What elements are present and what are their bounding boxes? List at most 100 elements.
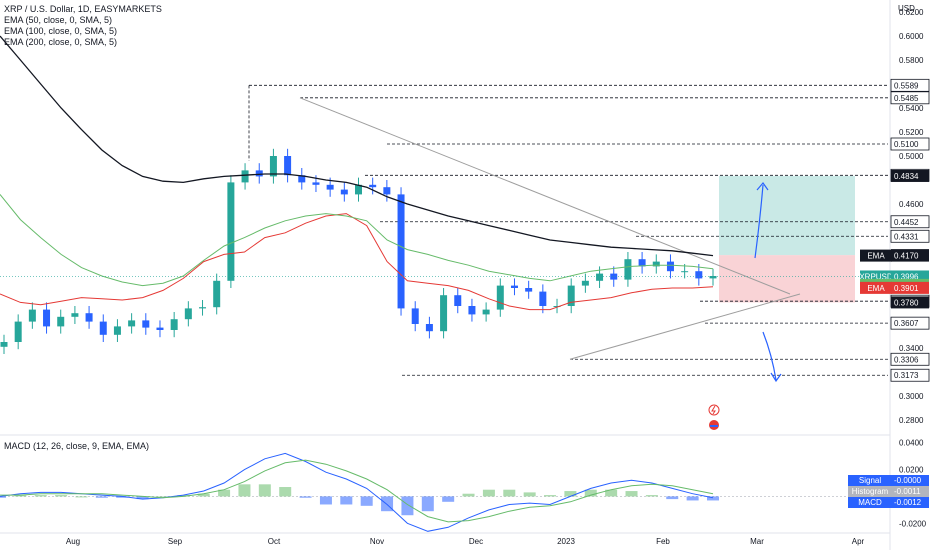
macd-tag-label: MACD [858, 498, 882, 507]
candle-body [71, 313, 79, 317]
macd-histogram-bar [156, 496, 169, 498]
macd-histogram-bar [482, 489, 495, 497]
candle-body [284, 156, 292, 176]
macd-histogram-bar [238, 484, 251, 497]
level-tag [890, 316, 930, 330]
macd-histogram-bar [462, 493, 475, 497]
candle-body [638, 259, 646, 267]
macd-tag-value-bg [891, 497, 929, 508]
candle-body [610, 273, 618, 280]
candle-body [57, 316, 65, 327]
macd-histogram-bar [584, 489, 597, 497]
price-tick-label: 0.4600 [899, 200, 924, 209]
candle-body [255, 170, 263, 177]
tag-value: 0.3996 [894, 272, 919, 281]
macd-histogram-bar [14, 495, 27, 497]
macd-histogram-bar [136, 496, 149, 500]
time-tick-label: 2023 [557, 537, 575, 546]
ema200-legend: EMA (200, close, 0, SMA, 5) [4, 37, 118, 47]
price-tick-label: 0.6000 [899, 32, 924, 41]
candle-body [411, 308, 419, 324]
candle-body [596, 273, 604, 281]
tag-label: XRPUSD [859, 272, 893, 281]
flash-icon [708, 404, 720, 416]
macd-histogram-bar [401, 496, 414, 516]
level-value: 0.4452 [894, 218, 919, 227]
candle-body [14, 321, 22, 342]
level-tag [890, 91, 930, 105]
candle-body [525, 288, 533, 292]
macd-histogram-bar [645, 495, 658, 497]
macd-line [0, 452, 714, 532]
macd-tick-label: -0.0200 [899, 519, 927, 528]
candle-body [383, 187, 391, 195]
candle-body [666, 261, 674, 272]
macd-histogram-bar [55, 495, 68, 497]
macd-histogram-bar [75, 496, 88, 498]
level-tag [890, 229, 930, 243]
candle-body [199, 307, 207, 309]
level-tag [890, 368, 930, 382]
level-tag [890, 215, 930, 229]
macd-histogram-bar [258, 484, 271, 497]
candle-body [440, 295, 448, 332]
macd-histogram-bar [421, 496, 434, 512]
macd-tick-label: 0.0200 [899, 466, 924, 475]
macd-histogram-bar [707, 496, 719, 501]
tag-value: 0.3780 [894, 298, 919, 307]
lower-trendline [569, 293, 801, 360]
chart-legend: XRP / U.S. Dollar, 1D, EASYMARKETS EMA (… [4, 4, 162, 48]
ema100-legend: EMA (100, close, 0, SMA, 5) [4, 26, 118, 36]
level-value: 0.5100 [894, 140, 919, 149]
up-arrow [754, 184, 764, 259]
tag-value: 0.4834 [894, 172, 919, 181]
tag-value-bg [891, 296, 929, 309]
price-tick-label: 0.3000 [899, 392, 924, 401]
ema-line-0 [0, 213, 714, 311]
candle-body [184, 308, 192, 320]
level-value: 0.3306 [894, 355, 919, 364]
macd-tag-value: -0.0011 [894, 487, 921, 496]
macd-histogram-bar [503, 489, 516, 497]
candle-body [397, 194, 405, 309]
ema-line-2 [0, 35, 714, 257]
candle-body [156, 327, 164, 330]
candle-body [369, 184, 377, 188]
time-tick-label: Sep [168, 537, 183, 546]
candle-body [695, 271, 703, 279]
signal-line [0, 459, 714, 523]
price-tick-label: 0.5400 [899, 104, 924, 113]
tag-value-bg [891, 249, 929, 262]
upper-trendline [299, 97, 791, 295]
macd-tag-label: Histogram [852, 487, 889, 496]
candle-body [340, 189, 348, 195]
loss-zone [719, 255, 855, 303]
macd-tick-label: 0.0400 [899, 439, 924, 448]
macd-histogram-bar [299, 496, 312, 498]
time-tick-label: Aug [66, 537, 80, 546]
macd-tag-value-bg [891, 475, 929, 486]
down-arrow [762, 331, 777, 381]
macd-histogram-bar [686, 496, 699, 501]
candle-body [113, 326, 121, 335]
macd-tag-label-bg [848, 497, 892, 508]
symbol-title: XRP / U.S. Dollar, 1D, EASYMARKETS [4, 4, 162, 14]
level-tag [890, 137, 930, 151]
candle-body [624, 259, 632, 280]
time-tick-label: Oct [268, 537, 281, 546]
ema-line-1 [0, 194, 714, 287]
price-tick-label: 0.2800 [899, 416, 924, 425]
macd-tag-value: -0.0000 [894, 476, 922, 485]
candle-body [85, 313, 93, 322]
tag-value-bg [891, 169, 929, 182]
candle-body [454, 295, 462, 306]
ema50-legend: EMA (50, close, 0, SMA, 5) [4, 15, 113, 25]
macd-histogram-bar [564, 491, 577, 497]
candle-body [128, 320, 136, 327]
time-tick-label: Dec [469, 537, 483, 546]
macd-histogram-bar [442, 496, 455, 502]
candle-body [241, 170, 249, 183]
macd-histogram-bar [95, 496, 108, 498]
up-arrow-head [756, 182, 769, 191]
